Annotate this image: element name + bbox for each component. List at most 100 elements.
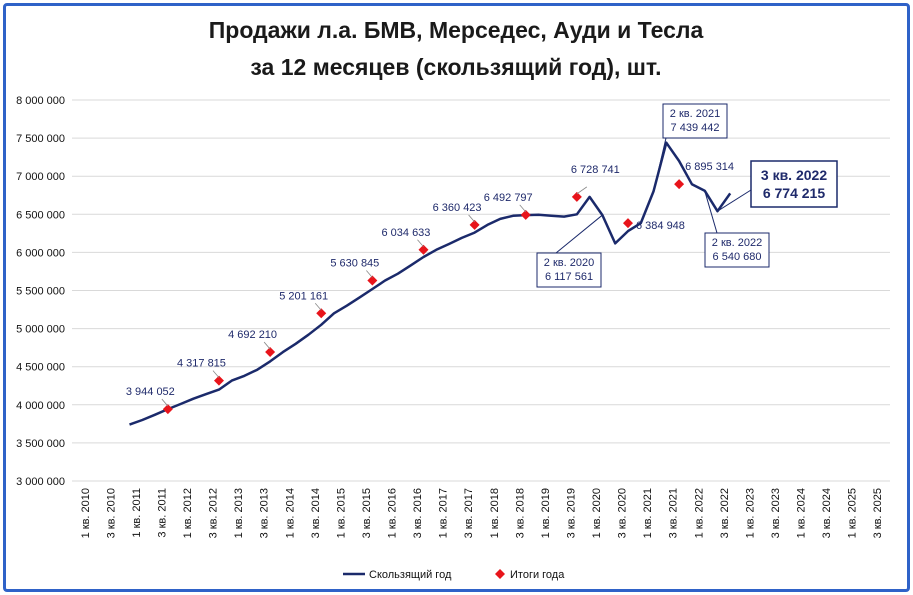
year-total-label: 5 201 161 (279, 290, 328, 302)
x-tick-label: 3 кв. 2014 (310, 488, 322, 538)
series-line-rolling-year (129, 141, 732, 426)
year-total-label: 6 492 797 (484, 192, 533, 204)
x-tick-label: 3 кв. 2024 (821, 488, 833, 538)
series-layer (129, 141, 732, 426)
x-tick-label: 1 кв. 2024 (796, 488, 808, 538)
y-tick-label: 3 000 000 (16, 476, 65, 488)
year-total-marker (418, 244, 429, 255)
data-label-leader (417, 239, 424, 248)
legend-label-series: Скользящий год (369, 569, 452, 581)
callout-value: 6 117 561 (545, 271, 593, 283)
x-tick-label: 1 кв. 2010 (80, 488, 92, 538)
chart-title-line-1: Продажи л.а. БМВ, Мерседес, Ауди и Тесла (209, 17, 704, 43)
callout-period: 3 кв. 2022 (761, 167, 827, 183)
year-total-label: 6 895 314 (685, 161, 734, 173)
year-total-label: 6 034 633 (381, 227, 430, 239)
y-axis: 3 000 000 3 500 000 4 000 000 4 500 000 5 00… (16, 95, 65, 488)
year-total-label: 6 360 423 (433, 202, 482, 214)
callout-box (536, 252, 602, 288)
x-tick-label: 3 кв. 2013 (259, 488, 271, 538)
year-total-marker (316, 308, 327, 319)
legend: Скользящий год Итоги года (343, 569, 565, 581)
year-total-label: 6 384 948 (636, 220, 685, 232)
x-tick-label: 3 кв. 2019 (565, 488, 577, 538)
x-tick-label: 3 кв. 2016 (412, 488, 424, 538)
callout-period: 2 кв. 2021 (670, 108, 720, 120)
callout-period: 2 кв. 2022 (712, 237, 762, 249)
callout-value: 6 774 215 (763, 185, 825, 201)
x-tick-label: 3 кв. 2022 (719, 488, 731, 538)
y-tick-label: 4 500 000 (16, 362, 65, 374)
x-tick-label: 3 кв. 2018 (514, 488, 526, 538)
data-label-leader (263, 341, 271, 350)
callout-leader (717, 189, 752, 212)
x-tick-label: 1 кв. 2015 (335, 488, 347, 538)
year-total-marker (674, 179, 685, 190)
year-total-label: 4 317 815 (177, 358, 226, 370)
x-axis: 1 кв. 2010 3 кв. 2010 1 кв. 2011 3 кв. 2011… (80, 488, 884, 538)
y-tick-label: 5 500 000 (16, 286, 65, 298)
callout-leader (704, 190, 718, 234)
x-tick-label: 1 кв. 2025 (847, 488, 859, 538)
x-tick-label: 1 кв. 2014 (284, 488, 296, 538)
callout-period: 2 кв. 2020 (544, 257, 594, 269)
y-tick-label: 8 000 000 (16, 95, 65, 107)
data-label-leader (468, 214, 475, 223)
x-tick-label: 3 кв. 2012 (208, 488, 220, 538)
x-tick-label: 1 кв. 2021 (642, 488, 654, 538)
x-tick-label: 1 кв. 2013 (233, 488, 245, 538)
x-tick-label: 1 кв. 2023 (744, 488, 756, 538)
chart-frame (3, 3, 910, 592)
callout-leader (653, 137, 667, 192)
x-tick-label: 3 кв. 2017 (463, 488, 475, 538)
x-tick-label: 3 кв. 2010 (105, 488, 117, 538)
data-label-leader (366, 270, 373, 278)
year-total-label: 3 944 052 (126, 386, 175, 398)
data-label-leader (519, 204, 527, 213)
data-label-leader (576, 186, 588, 195)
year-total-marker (367, 275, 378, 286)
x-tick-label: 3 кв. 2023 (770, 488, 782, 538)
callout-box (704, 232, 770, 268)
chart-title-line-2: за 12 месяцев (скользящий год), шт. (250, 54, 661, 80)
y-tick-label: 5 000 000 (16, 324, 65, 336)
callout-value: 7 439 442 (671, 122, 720, 134)
x-tick-label: 1 кв. 2012 (182, 488, 194, 538)
data-label-leader (314, 303, 322, 311)
x-tick-label: 3 кв. 2025 (872, 488, 884, 538)
callout-layer: 2 кв. 2020 6 117 561 2 кв. 2021 7 439 442 2 … (536, 103, 838, 288)
year-total-marker (520, 209, 531, 220)
x-tick-label: 1 кв. 2022 (693, 488, 705, 538)
data-label-leader (161, 398, 169, 407)
grid-layer (72, 99, 890, 482)
x-tick-label: 1 кв. 2019 (540, 488, 552, 538)
x-tick-label: 1 кв. 2020 (591, 488, 603, 538)
year-total-marker (162, 404, 173, 415)
x-tick-label: 1 кв. 2018 (489, 488, 501, 538)
x-tick-label: 1 кв. 2011 (131, 488, 143, 538)
y-tick-label: 6 000 000 (16, 247, 65, 259)
year-total-marker (622, 218, 633, 229)
x-tick-label: 3 кв. 2011 (156, 488, 168, 538)
marker-layer (162, 179, 685, 415)
y-tick-label: 6 500 000 (16, 209, 65, 221)
callout-leader (555, 214, 603, 254)
year-total-marker (213, 375, 224, 386)
y-tick-label: 7 500 000 (16, 133, 65, 145)
x-tick-label: 3 кв. 2021 (668, 488, 680, 538)
year-total-marker (265, 347, 276, 358)
x-tick-label: 1 кв. 2016 (387, 488, 399, 538)
data-label-layer: 3 944 052 4 317 815 4 692 210 5 201 161 5 63… (126, 161, 734, 407)
callout-box (662, 103, 728, 139)
y-tick-label: 7 000 000 (16, 171, 65, 183)
year-total-label: 6 728 741 (571, 164, 620, 176)
y-tick-label: 4 000 000 (16, 400, 65, 412)
legend-label-year-totals: Итоги года (510, 569, 565, 581)
callout-box (750, 160, 838, 208)
x-tick-label: 3 кв. 2020 (617, 488, 629, 538)
data-label-leader (212, 370, 220, 378)
legend-marker-swatch (495, 569, 505, 579)
year-total-marker (469, 219, 480, 230)
year-total-label: 4 692 210 (228, 329, 277, 341)
